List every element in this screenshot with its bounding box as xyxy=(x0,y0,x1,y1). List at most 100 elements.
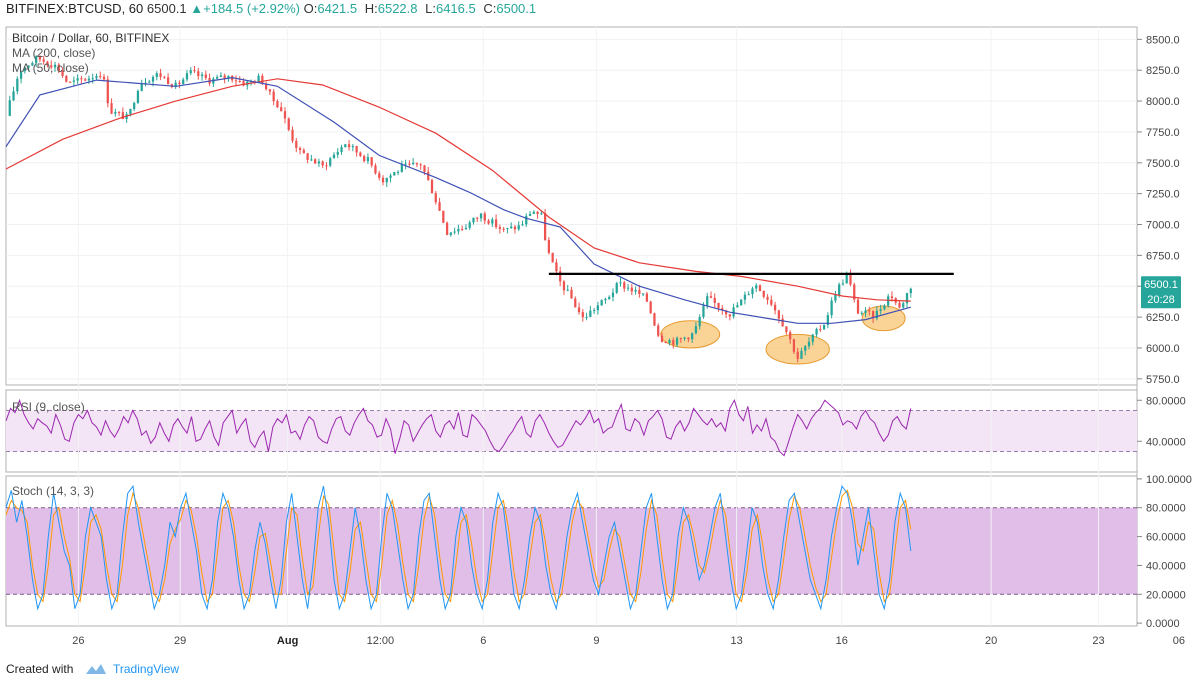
candle-159 xyxy=(608,295,611,300)
candle-162 xyxy=(619,277,622,287)
candle-54 xyxy=(212,76,215,88)
price-tick-label-4: 7500.0 xyxy=(1146,158,1180,170)
candle-132 xyxy=(506,227,509,234)
candle-219 xyxy=(834,290,837,303)
candle-24 xyxy=(99,71,102,79)
candle-75 xyxy=(291,126,294,144)
candle-4 xyxy=(23,66,26,74)
candle-89 xyxy=(344,144,347,148)
candle-27 xyxy=(110,98,113,115)
price-axis-ticks: 8500.0 8250.0 8000.0 7750.0 7500.0 7250.0 7000… xyxy=(1137,34,1180,386)
stoch-tick-label-3: 40.0000 xyxy=(1146,560,1186,572)
candle-161 xyxy=(615,281,618,294)
candle-237 xyxy=(902,301,905,309)
btc-chart[interactable]: 8500.0 8250.0 8000.0 7750.0 7500.0 7250.0 7000… xyxy=(0,22,1200,655)
last-price-badge: 6500.1 20:28 xyxy=(1141,276,1181,309)
candle-22 xyxy=(91,73,94,84)
candle-164 xyxy=(626,283,630,292)
candle-8 xyxy=(38,55,42,63)
candle-202 xyxy=(770,295,773,307)
candle-123 xyxy=(472,217,475,225)
candle-118 xyxy=(453,227,456,235)
candle-152 xyxy=(581,308,584,322)
candle-109 xyxy=(419,163,422,170)
price-pane[interactable] xyxy=(5,26,1138,386)
candle-166 xyxy=(634,286,637,295)
candle-9 xyxy=(42,55,45,65)
candle-28 xyxy=(114,108,117,117)
price-tick-label-10: 6000.0 xyxy=(1146,343,1180,355)
candle-136 xyxy=(521,220,524,226)
candle-74 xyxy=(287,117,290,132)
candle-200 xyxy=(762,290,765,299)
last-price: 6500.1 xyxy=(146,1,187,16)
candle-29 xyxy=(117,111,121,117)
candle-78 xyxy=(302,148,305,154)
ma200-label: MA (200, close) xyxy=(12,46,95,60)
candle-93 xyxy=(359,151,362,158)
candle-171 xyxy=(653,312,656,327)
candle-131 xyxy=(502,226,505,233)
tradingview-logo-icon xyxy=(86,664,106,674)
candle-76 xyxy=(295,138,298,153)
candle-111 xyxy=(427,167,430,181)
candle-210 xyxy=(800,347,803,360)
candle-99 xyxy=(381,175,385,186)
candle-168 xyxy=(641,293,645,297)
candle-147 xyxy=(562,280,566,296)
candle-19 xyxy=(80,75,83,85)
candle-103 xyxy=(396,170,400,176)
candle-97 xyxy=(374,163,377,175)
candle-139 xyxy=(532,210,535,215)
high-label: H: xyxy=(364,1,378,16)
candle-146 xyxy=(559,266,562,287)
candle-14 xyxy=(61,67,64,78)
candle-154 xyxy=(589,305,592,318)
candle-5 xyxy=(27,65,30,71)
candle-16 xyxy=(68,81,72,83)
candle-182 xyxy=(694,322,698,335)
candle-145 xyxy=(555,258,558,276)
candle-221 xyxy=(841,279,845,286)
candle-176 xyxy=(672,337,675,349)
price-tick-label-6: 7000.0 xyxy=(1146,220,1180,232)
stoch-tick-label-5: 0.0000 xyxy=(1146,618,1180,630)
candle-172 xyxy=(657,323,660,338)
candle-231 xyxy=(879,304,882,315)
candle-212 xyxy=(807,337,811,350)
price-tick-label-3: 7750.0 xyxy=(1146,127,1180,139)
candle-7 xyxy=(35,55,38,68)
candle-36 xyxy=(144,77,147,87)
candle-17 xyxy=(72,76,75,87)
candle-211 xyxy=(804,345,807,356)
candle-33 xyxy=(133,101,136,112)
stoch-d-line xyxy=(5,489,912,603)
footer: Created with TradingView xyxy=(0,655,1200,686)
candle-127 xyxy=(487,218,490,225)
candle-225 xyxy=(856,297,860,315)
candle-84 xyxy=(325,162,328,171)
candle-226 xyxy=(860,311,863,316)
time-tick-label-4: 6 xyxy=(480,635,486,647)
candle-215 xyxy=(819,325,822,332)
candle-174 xyxy=(664,341,667,344)
candle-77 xyxy=(298,146,302,155)
candle-79 xyxy=(306,152,309,164)
candle-193 xyxy=(736,302,739,308)
candle-35 xyxy=(140,79,143,92)
ma200-line xyxy=(5,78,911,302)
time-tick-label-8: 20 xyxy=(985,635,997,647)
tradingview-brand[interactable]: TradingView xyxy=(113,662,180,676)
candle-138 xyxy=(528,211,532,217)
rsi-line xyxy=(5,398,912,457)
candle-181 xyxy=(691,332,694,343)
candle-195 xyxy=(743,291,747,305)
candle-224 xyxy=(853,282,856,303)
stoch-label: Stoch (14, 3, 3) xyxy=(12,484,94,498)
candle-107 xyxy=(412,158,415,166)
stoch-k-line xyxy=(5,484,912,611)
candle-106 xyxy=(408,160,411,167)
candle-217 xyxy=(826,312,829,329)
candle-115 xyxy=(442,210,445,224)
grid xyxy=(6,27,1137,626)
